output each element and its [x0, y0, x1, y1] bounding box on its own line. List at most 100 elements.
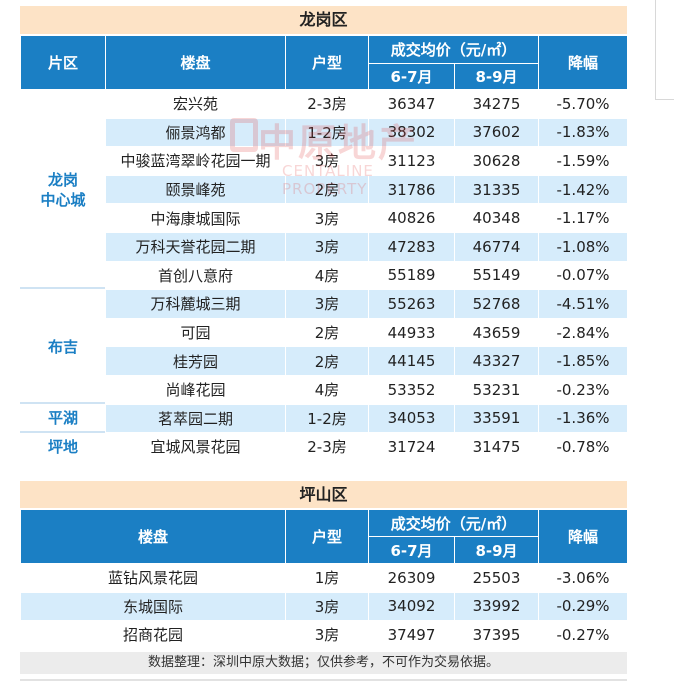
header-drop: 降幅: [538, 35, 629, 90]
district-cell: 坪地: [20, 432, 106, 462]
estate-cell: 俪景鸿都: [105, 117, 286, 148]
unit-type-cell: 4房: [285, 374, 369, 405]
unit-type-cell: 3房: [285, 620, 369, 650]
table-row: 万科天誉花园二期 3房 47283 46774 -1.08%: [21, 231, 629, 262]
table-row: 可园 2房 44933 43659 -2.84%: [21, 317, 629, 348]
drop-rate-cell: -1.85%: [538, 346, 629, 376]
unit-type-cell: 3房: [285, 203, 369, 233]
table-row: 招商花园 3房 37497 37395 -0.27%: [20, 620, 629, 650]
price-aug-sep-cell: 31475: [453, 432, 540, 462]
header-unit: 户型: [285, 35, 369, 90]
estate-cell: 尚峰花园: [105, 374, 286, 405]
price-aug-sep-cell: 31335: [453, 174, 540, 205]
estate-cell: 万科麓城三期: [105, 289, 286, 319]
drop-rate-cell: -1.08%: [538, 231, 629, 262]
district-separator: [20, 287, 105, 289]
district-cell: 布吉: [20, 289, 106, 405]
price-jun-jul-cell: 44933: [368, 317, 455, 348]
unit-type-cell: 1-2房: [285, 117, 369, 148]
estate-cell: 中海康城国际: [105, 203, 286, 233]
header-area: 片区: [20, 35, 106, 90]
price-jun-jul-cell: 55189: [368, 260, 455, 291]
price-aug-sep-cell: 30628: [453, 146, 540, 176]
table-row: 蓝钻风景花园 1房 26309 25503 -3.06%: [20, 563, 629, 593]
side-divider-tick: [655, 99, 674, 100]
drop-rate-cell: -1.17%: [538, 203, 629, 233]
unit-type-cell: 3房: [285, 289, 369, 319]
unit-type-cell: 4房: [285, 260, 369, 291]
price-aug-sep-cell: 37395: [453, 620, 540, 650]
unit-type-cell: 2房: [285, 346, 369, 376]
price-aug-sep-cell: 52768: [453, 289, 540, 319]
table-row: 桂芳园 2房 44145 43327 -1.85%: [21, 346, 629, 376]
price-aug-sep-cell: 33992: [453, 591, 540, 622]
price-jun-jul-cell: 34092: [368, 591, 455, 622]
price-aug-sep-cell: 46774: [453, 231, 540, 262]
price-aug-sep-cell: 37602: [453, 117, 540, 148]
header-avg-price: 成交均价（元/㎡）: [367, 35, 540, 64]
price-jun-jul-cell: 31123: [368, 146, 455, 176]
price-aug-sep-cell: 25503: [453, 563, 540, 593]
price-jun-jul-cell: 36347: [368, 89, 455, 119]
drop-rate-cell: -0.23%: [538, 374, 629, 405]
estate-cell: 东城国际: [20, 591, 286, 622]
table-row: 布吉 万科麓城三期 3房 55263 52768 -4.51%: [20, 289, 629, 405]
header-estate: 楼盘: [20, 509, 286, 564]
section-title-longgang: 龙岗区: [20, 6, 627, 34]
table-row: 平湖 茗萃园二期 1-2房 34053 33591 -1.36%: [20, 403, 629, 434]
table-row: 中海康城国际 3房 40826 40348 -1.17%: [21, 203, 629, 233]
price-aug-sep-cell: 55149: [453, 260, 540, 291]
section-title-pingshan: 坪山区: [20, 481, 627, 508]
district-cell: 平湖: [20, 403, 106, 434]
drop-rate-cell: -2.84%: [538, 317, 629, 348]
bottom-border: [20, 679, 627, 681]
price-jun-jul-cell: 53352: [368, 374, 455, 405]
unit-type-cell: 2房: [285, 174, 369, 205]
header-drop: 降幅: [538, 509, 629, 564]
drop-rate-cell: -4.51%: [538, 289, 629, 319]
drop-rate-cell: -1.59%: [538, 146, 629, 176]
district-cell: 龙岗 中心城: [20, 88, 106, 291]
price-aug-sep-cell: 33591: [453, 403, 540, 434]
unit-type-cell: 3房: [285, 591, 369, 622]
drop-rate-cell: -1.42%: [538, 174, 629, 205]
price-aug-sep-cell: 43659: [453, 317, 540, 348]
header-period-2: 8-9月: [453, 63, 540, 90]
district-separator: [20, 431, 105, 433]
table-row: 首创八意府 4房 55189 55149 -0.07%: [21, 260, 629, 291]
unit-type-cell: 3房: [285, 146, 369, 176]
header-estate: 楼盘: [105, 35, 286, 90]
price-aug-sep-cell: 53231: [453, 374, 540, 405]
estate-cell: 招商花园: [20, 620, 286, 650]
drop-rate-cell: -3.06%: [538, 563, 629, 593]
side-divider: [655, 0, 656, 100]
drop-rate-cell: -0.78%: [538, 432, 629, 462]
price-jun-jul-cell: 44145: [368, 346, 455, 376]
unit-type-cell: 1房: [285, 563, 369, 593]
unit-type-cell: 3房: [285, 231, 369, 262]
estate-cell: 茗萃园二期: [105, 403, 286, 434]
price-jun-jul-cell: 26309: [368, 563, 455, 593]
unit-type-cell: 2-3房: [285, 89, 369, 119]
price-jun-jul-cell: 31724: [368, 432, 455, 462]
header-period-1: 6-7月: [368, 536, 455, 564]
estate-cell: 宜城风景花园: [105, 432, 286, 462]
price-jun-jul-cell: 31786: [368, 174, 455, 205]
price-jun-jul-cell: 47283: [368, 231, 455, 262]
header-period-1: 6-7月: [368, 63, 455, 90]
table-row: 龙岗 中心城 宏兴苑 2-3房 36347 34275 -5.70%: [20, 88, 629, 291]
table-row: 东城国际 3房 34092 33992 -0.29%: [20, 591, 629, 622]
drop-rate-cell: -0.29%: [538, 591, 629, 622]
estate-cell: 万科天誉花园二期: [105, 231, 286, 262]
header-avg-price: 成交均价（元/㎡）: [367, 509, 540, 537]
drop-rate-cell: -0.27%: [538, 620, 629, 650]
data-source-note: 数据整理：深圳中原大数据；仅供参考，不可作为交易依据。: [20, 652, 627, 674]
unit-type-cell: 2房: [285, 317, 369, 348]
estate-cell: 宏兴苑: [105, 89, 286, 119]
estate-cell: 蓝钻风景花园: [20, 563, 286, 593]
price-jun-jul-cell: 40826: [368, 203, 455, 233]
unit-type-cell: 2-3房: [285, 432, 369, 462]
estate-cell: 颐景峰苑: [105, 174, 286, 205]
price-aug-sep-cell: 34275: [453, 89, 540, 119]
estate-cell: 桂芳园: [105, 346, 286, 376]
